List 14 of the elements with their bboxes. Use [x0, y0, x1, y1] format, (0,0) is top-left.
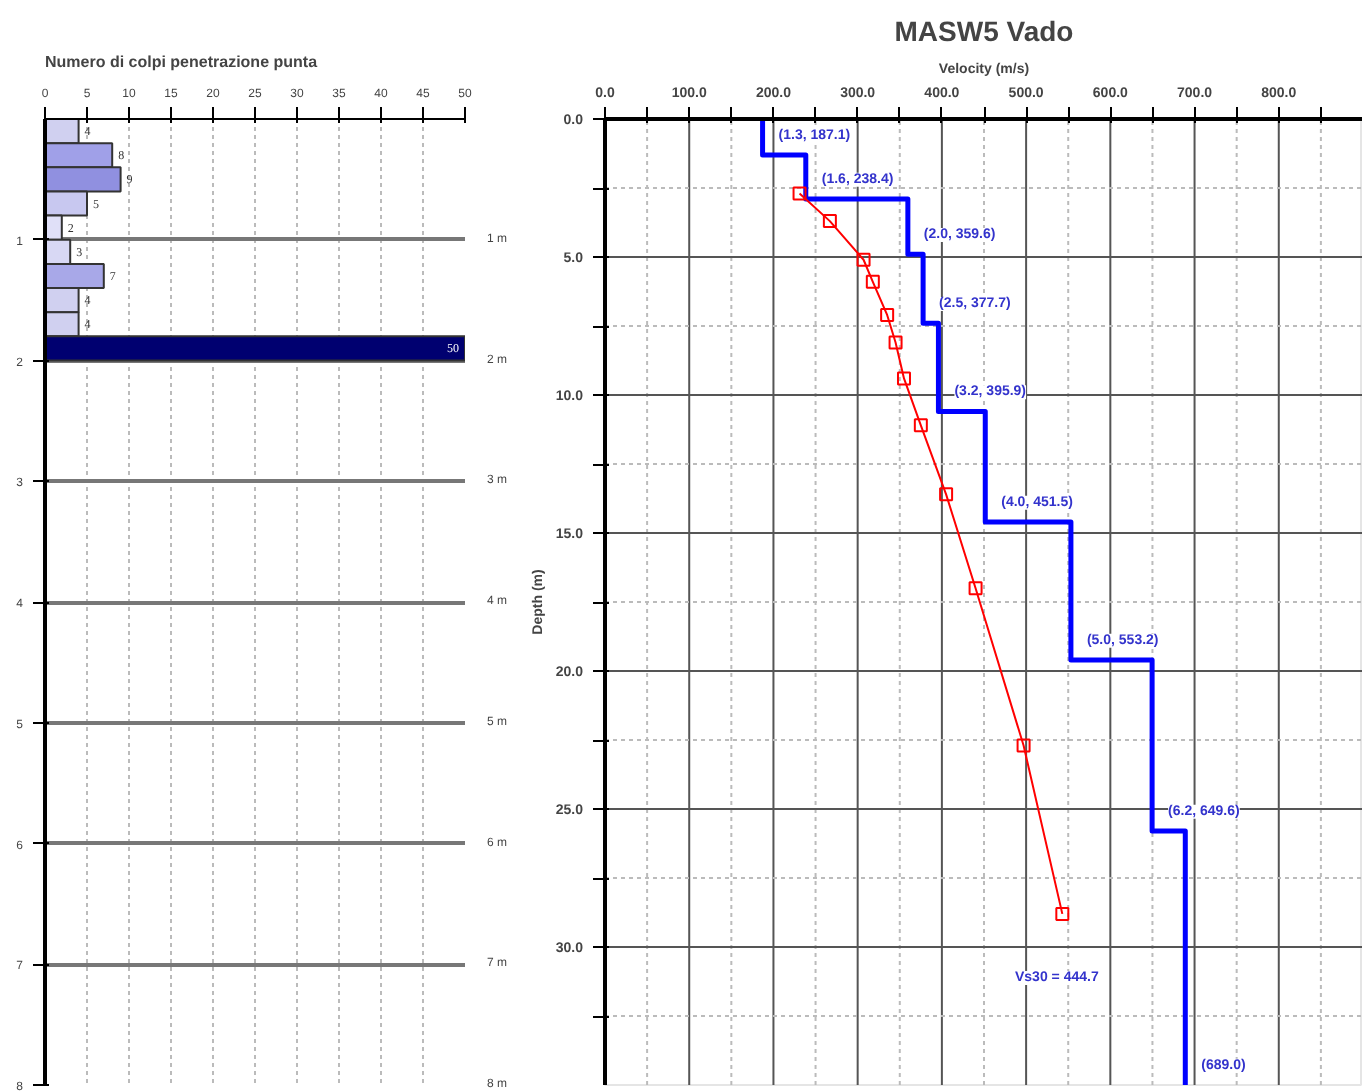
point	[913, 418, 928, 433]
point	[865, 274, 880, 289]
point	[1055, 906, 1070, 921]
point	[880, 307, 895, 322]
point	[856, 252, 871, 267]
chart-title: Numero di colpi penetrazione punta	[45, 53, 319, 71]
point	[888, 335, 903, 350]
point	[939, 487, 954, 502]
point	[792, 186, 807, 201]
point	[968, 581, 983, 596]
chart-title: MASW5 Vado	[894, 15, 1074, 47]
point	[1016, 738, 1031, 753]
point	[822, 214, 837, 229]
point	[896, 371, 911, 386]
